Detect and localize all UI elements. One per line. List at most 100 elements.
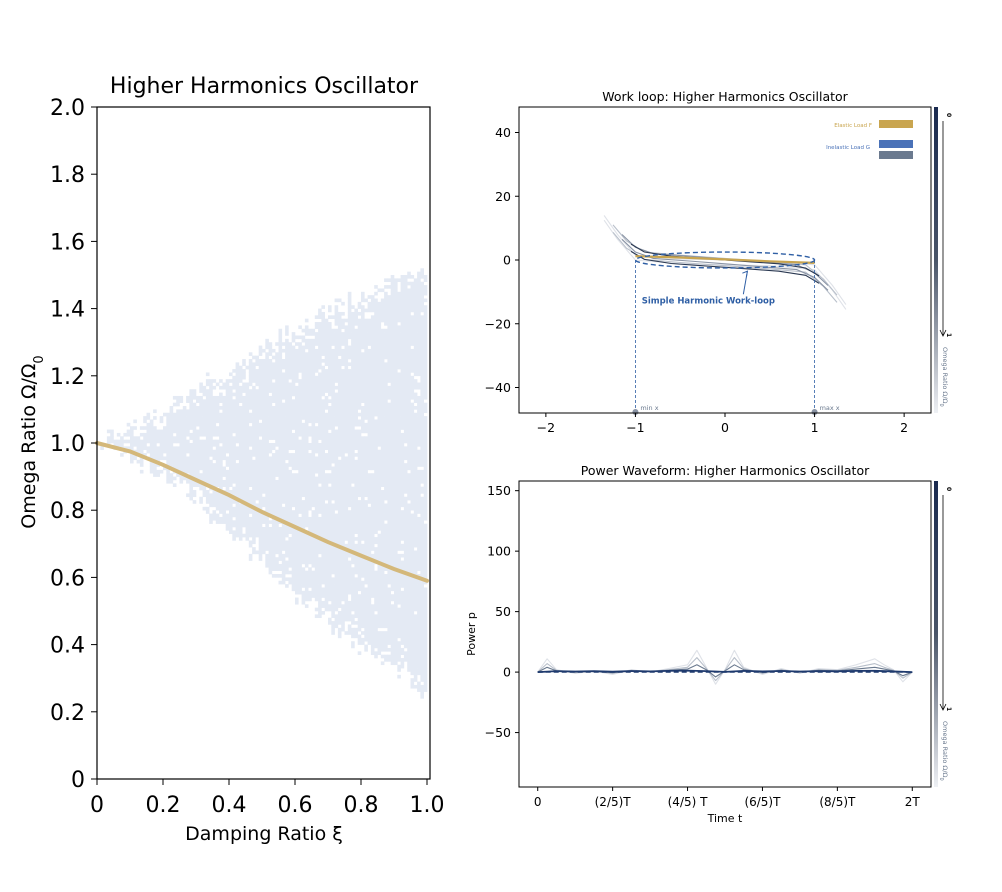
region-cell (394, 298, 398, 303)
region-cell (384, 311, 388, 316)
region-cell (281, 439, 286, 444)
region-cell (324, 547, 329, 551)
region-cell (337, 584, 342, 588)
region-cell (367, 422, 372, 427)
region-cell (281, 490, 286, 494)
region-cell (374, 412, 378, 417)
region-cell (219, 436, 223, 440)
region-cell (255, 476, 259, 481)
region-cell (176, 412, 180, 417)
region-cell (169, 476, 174, 481)
region-cell (394, 644, 398, 649)
region-cell (238, 389, 243, 393)
region-cell (384, 369, 388, 373)
region-cell (380, 355, 385, 360)
region-cell (268, 506, 273, 511)
region-cell (318, 600, 322, 605)
region-cell (321, 557, 325, 561)
region-cell (169, 409, 174, 414)
region-cell (367, 483, 372, 487)
region-cell (397, 563, 401, 568)
region-cell (347, 432, 352, 437)
region-cell (403, 597, 408, 602)
region-cell (235, 395, 240, 400)
region-cell (387, 392, 391, 397)
region-cell (252, 443, 256, 447)
region-cell (229, 520, 233, 524)
region-cell (252, 530, 256, 535)
region-cell (370, 295, 375, 299)
region-cell (351, 436, 355, 440)
region-cell (209, 426, 213, 430)
region-cell (308, 553, 312, 558)
region-cell (367, 449, 372, 454)
region-cell (384, 422, 388, 427)
region-cell (328, 369, 332, 373)
region-cell (351, 379, 355, 383)
region-cell (387, 483, 391, 487)
region-cell (235, 527, 240, 531)
region-cell (400, 607, 405, 612)
region-cell (252, 426, 256, 430)
region-cell (377, 369, 382, 373)
region-cell (235, 372, 240, 377)
region-cell (212, 456, 217, 461)
region-cell (341, 590, 345, 595)
region-cell (172, 446, 177, 451)
region-cell (341, 375, 345, 380)
region-cell (288, 362, 292, 367)
region-cell (351, 459, 355, 464)
region-cell (258, 496, 263, 501)
region-cell (347, 315, 352, 319)
region-cell (318, 607, 322, 612)
region-cell (295, 365, 299, 370)
region-cell (328, 409, 332, 414)
region-cell (344, 369, 349, 373)
region-cell (364, 308, 368, 313)
region-cell (295, 557, 299, 561)
region-cell (304, 412, 309, 417)
region-cell (219, 406, 223, 410)
region-cell (364, 537, 368, 541)
region-cell (337, 345, 342, 350)
region-cell (189, 416, 193, 420)
region-cell (351, 322, 355, 326)
region-cell (271, 510, 276, 514)
region-cell (252, 527, 256, 531)
region-cell (400, 611, 405, 615)
region-cell (387, 597, 391, 602)
region-cell (377, 328, 382, 333)
region-cell (380, 311, 385, 316)
region-cell (314, 557, 319, 561)
region-cell (255, 382, 259, 387)
region-cell (271, 500, 276, 504)
region-cell (285, 446, 289, 451)
region-cell (357, 523, 362, 528)
region-cell (337, 627, 342, 632)
region-cell (380, 496, 385, 501)
region-cell (139, 449, 144, 454)
region-cell (258, 537, 263, 541)
region-cell (361, 372, 365, 377)
region-cell (295, 352, 299, 356)
region-cell (301, 500, 306, 504)
region-cell (304, 506, 309, 511)
region-cell (304, 537, 309, 541)
region-cell (278, 355, 283, 360)
region-cell (268, 419, 273, 424)
region-cell (364, 604, 368, 608)
region-cell (295, 409, 299, 414)
region-cell (334, 409, 339, 414)
region-cell (380, 527, 385, 531)
region-cell (212, 409, 217, 414)
region-cell (370, 439, 375, 444)
region-cell (153, 443, 157, 447)
region-cell (394, 338, 398, 343)
region-cell (298, 359, 302, 363)
region-cell (245, 520, 250, 524)
region-cell (219, 493, 223, 498)
region-cell (291, 486, 296, 491)
region-cell (281, 479, 286, 484)
region-cell (126, 432, 131, 437)
region-cell (298, 540, 302, 545)
